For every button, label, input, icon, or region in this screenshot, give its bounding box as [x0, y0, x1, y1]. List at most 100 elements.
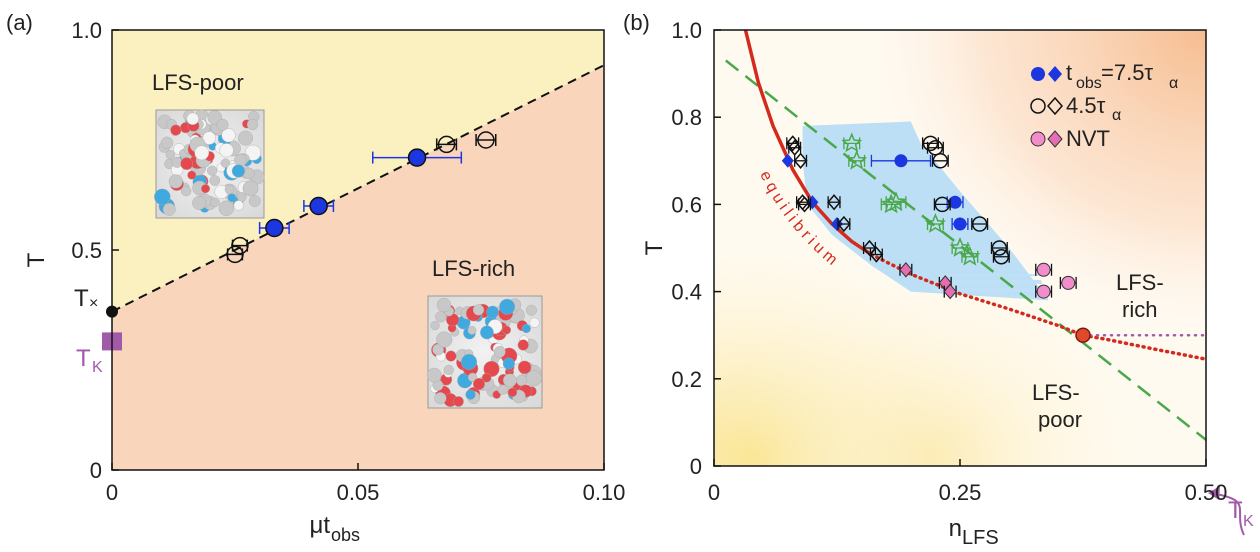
panel-a-label: (a): [6, 10, 33, 35]
data-point-blue-circle: [948, 195, 962, 209]
legend-t-rest-sub: α: [1169, 75, 1178, 92]
lfs-rich-line-1: LFS-: [1116, 270, 1164, 295]
data-point-open-diamond: [836, 215, 851, 233]
legend-t: t: [1066, 60, 1072, 85]
y-tick-label: 0.5: [71, 238, 102, 263]
data-point-pink-diamond: [899, 262, 913, 278]
data-point-green-star: [949, 237, 971, 257]
panel-a-xlabel-main: μt: [310, 512, 331, 539]
data-point-open-diamond: [827, 194, 842, 211]
panel-a-ylabel: T: [23, 252, 50, 267]
data-point-pink-diamond: [943, 283, 957, 300]
t-cross-main: T: [74, 285, 89, 312]
panel-b-axes: 0 0.25 0.50 0 0.2 0.4 0.6 0.8 1.0: [671, 18, 1227, 505]
legend-45: 4.5τ: [1066, 93, 1106, 118]
green-dashed-line: [725, 59, 1206, 441]
t-k-b-main: T: [1228, 497, 1243, 524]
boundary-dashed-line: [111, 64, 605, 313]
y-tick-label: 0.4: [671, 280, 702, 305]
t-k-arrow: [1208, 486, 1245, 536]
t-cross-label: T ×: [74, 285, 98, 312]
legend-entry-7.5: t obs =7.5τ α: [1031, 60, 1178, 92]
lfs-poor-region: [112, 30, 604, 312]
data-point-open-circle: [927, 139, 944, 156]
x-tick-label: 0: [708, 480, 720, 505]
y-tick-label: 0.6: [671, 192, 702, 217]
data-point-blue-diamond: [781, 153, 794, 168]
lfs-rich-line-2: rich: [1122, 297, 1157, 322]
data-point-open-circle: [932, 153, 949, 169]
data-point-open-diamond: [793, 152, 808, 169]
critical-point: [1075, 327, 1091, 343]
legend-entry-nvt: NVT: [1030, 126, 1110, 151]
panel-b-legend: t obs =7.5τ α 4.5τ α NVT: [1030, 60, 1178, 151]
data-point-open: [437, 135, 456, 154]
t-cross-sub: ×: [89, 295, 98, 312]
data-point-green-star: [885, 191, 907, 212]
data-point-open-diamond: [787, 139, 802, 156]
x-tick-label: 0.05: [337, 480, 380, 505]
data-point-blue-circle: [953, 217, 967, 231]
data-point-pink-circle: [1061, 275, 1076, 290]
data-point-open: [477, 131, 495, 149]
panel-b: (b) equilibrium T K: [623, 10, 1254, 549]
x-tick-label: 0.10: [583, 480, 626, 505]
x-tick-label: 0.25: [939, 480, 982, 505]
equilibrium-curve-dotted: [869, 252, 1206, 361]
panel-b-data-marks: [781, 132, 1077, 300]
data-point-green-star: [959, 245, 981, 266]
data-point-green-star: [841, 132, 863, 153]
panel-b-ylabel: T: [641, 240, 668, 255]
panel-b-label: (b): [623, 10, 650, 35]
y-tick-label: 0: [90, 458, 102, 483]
panel-a-xlabel-sub: obs: [331, 525, 360, 545]
data-point-filled: [407, 148, 427, 167]
t-k-label-b: T K: [1228, 497, 1254, 530]
legend-t-rest: =7.5τ: [1101, 60, 1153, 85]
panel-a-data-marks: [102, 131, 497, 351]
legend-45-sub: α: [1112, 107, 1121, 124]
region-label-lfs-poor: LFS-poor: [152, 70, 244, 95]
x-tick-label: 0.50: [1185, 480, 1228, 505]
data-point-open-diamond: [869, 246, 884, 263]
data-point-open-circle: [991, 240, 1008, 256]
y-tick-label: 0.8: [671, 105, 702, 130]
legend-entry-4.5: 4.5τ α: [1030, 93, 1121, 124]
panel-a: (a) LFS-poor LFS-rich T × T K 0 0.05 0.100…: [6, 10, 625, 545]
lfs-poor-line-1: LFS-: [1032, 380, 1080, 405]
x-tick-label: 0: [106, 480, 118, 505]
data-point-open: [231, 236, 249, 255]
data-point-filled: [265, 218, 284, 238]
data-point-open-circle: [993, 248, 1010, 265]
region-label-lfs-poor-b: LFS- poor: [1032, 380, 1082, 432]
lfs-poor-line-2: poor: [1038, 407, 1082, 432]
data-point-blue-circle: [894, 154, 908, 168]
data-point-green-star: [846, 149, 868, 170]
data-point-pink-circle: [1036, 284, 1051, 299]
legend-nvt: NVT: [1066, 126, 1110, 151]
t-k-label: T K: [76, 345, 103, 376]
t-k-b-sub: K: [1243, 513, 1254, 530]
panel-a-axes: 0 0.05 0.10 0 0.5 1.0: [71, 18, 625, 505]
data-point-open-circle: [971, 216, 988, 232]
data-point-open-diamond: [862, 239, 877, 257]
region-label-lfs-rich: LFS-rich: [432, 256, 515, 281]
data-point-open-circle: [934, 196, 951, 213]
data-point-open-diamond: [785, 135, 800, 152]
y-tick-label: 0.2: [671, 367, 702, 392]
data-point-pink-circle: [1036, 262, 1051, 277]
y-tick-label: 1.0: [671, 18, 702, 43]
y-tick-label: 1.0: [71, 18, 102, 43]
panel-b-xlabel-sub: LFS: [962, 527, 999, 549]
lfs-poor-snapshot: [154, 109, 265, 219]
panel-a-xlabel: μt obs: [310, 512, 361, 545]
region-label-lfs-rich-b: LFS- rich: [1116, 270, 1164, 322]
panel-b-xlabel: n LFS: [949, 515, 999, 549]
legend-t-sub: obs: [1076, 75, 1102, 92]
lfs-rich-snapshot: [426, 295, 543, 409]
panel-b-xlabel-main: n: [949, 515, 962, 542]
equilibrium-curve-solid: [743, 30, 873, 256]
data-point-open-circle: [922, 135, 939, 152]
t-k-main: T: [76, 345, 91, 372]
